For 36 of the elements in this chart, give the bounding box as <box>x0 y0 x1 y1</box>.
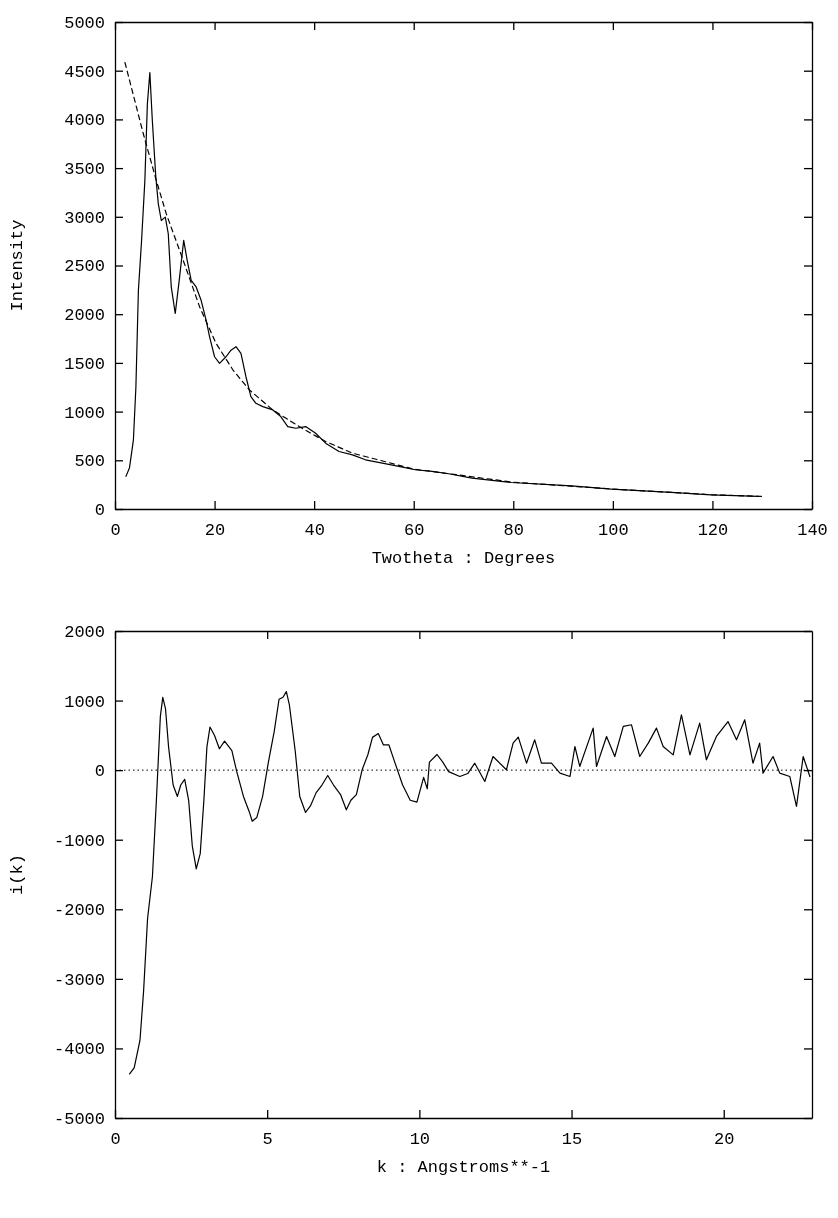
y-tick-label: 2000 <box>64 622 105 642</box>
y-tick-label: -4000 <box>53 1040 105 1060</box>
y-tick-label: -1000 <box>53 831 105 851</box>
x-axis-title: k : Angstroms**-1 <box>376 1158 551 1177</box>
y-axis-title: Intensity <box>8 219 27 312</box>
y-tick-label: 0 <box>94 500 105 520</box>
x-tick-label: 0 <box>110 521 121 541</box>
y-tick-label: 3500 <box>64 160 105 180</box>
x-tick-label: 10 <box>409 1130 431 1150</box>
y-tick-label: 2000 <box>64 306 105 326</box>
y-tick-label: 500 <box>74 452 105 472</box>
y-axis-title: i(k) <box>8 854 27 895</box>
x-tick-label: 100 <box>598 521 629 541</box>
y-tick-label: 1000 <box>64 403 105 423</box>
x-tick-label: 0 <box>110 1130 121 1150</box>
x-axis-title: Twotheta : Degrees <box>371 549 556 568</box>
y-tick-label: -3000 <box>53 970 105 990</box>
x-tick-label: 80 <box>503 521 524 541</box>
y-tick-label: -5000 <box>53 1109 105 1129</box>
y-tick-label: 1500 <box>64 354 105 374</box>
x-tick-label: 60 <box>404 521 425 541</box>
y-tick-label: 1000 <box>64 692 105 712</box>
x-tick-label: 20 <box>204 521 226 541</box>
y-tick-label: 0 <box>94 762 105 782</box>
x-tick-label: 120 <box>697 521 729 541</box>
y-tick-label: 4000 <box>64 111 105 131</box>
y-tick-label: 2500 <box>64 257 105 277</box>
x-tick-label: 140 <box>797 521 828 541</box>
y-tick-label: 3000 <box>64 208 105 228</box>
x-tick-label: 5 <box>262 1130 273 1150</box>
x-tick-label: 20 <box>714 1130 735 1150</box>
y-tick-label: 4500 <box>64 62 105 82</box>
y-tick-label: -2000 <box>53 901 105 921</box>
x-tick-label: 15 <box>561 1130 583 1150</box>
y-tick-label: 5000 <box>64 13 105 33</box>
x-tick-label: 40 <box>304 521 325 541</box>
